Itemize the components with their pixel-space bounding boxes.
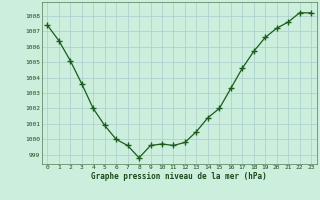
X-axis label: Graphe pression niveau de la mer (hPa): Graphe pression niveau de la mer (hPa) <box>91 172 267 181</box>
